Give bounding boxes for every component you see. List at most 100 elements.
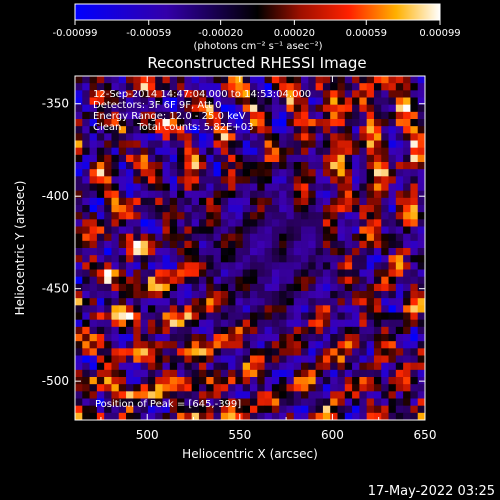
heatmap-cell	[344, 97, 353, 106]
heatmap-cell	[403, 248, 411, 256]
heatmap-cell	[104, 255, 112, 263]
heatmap-cell	[381, 248, 389, 256]
heatmap-cell	[257, 104, 265, 113]
heatmap-cell	[147, 76, 156, 84]
heatmap-cell	[140, 391, 149, 399]
heatmap-cell	[330, 233, 338, 242]
heatmap-cell	[147, 133, 156, 141]
heatmap-cell	[315, 334, 324, 342]
heatmap-cell	[89, 205, 98, 213]
heatmap-cell	[352, 369, 360, 378]
heatmap-cell	[242, 291, 251, 299]
heatmap-cell	[286, 412, 295, 421]
heatmap-cell	[184, 276, 193, 285]
heatmap-cell	[417, 111, 426, 120]
heatmap-cell	[279, 405, 287, 414]
heatmap-cell	[352, 147, 360, 156]
heatmap-cell	[286, 248, 295, 256]
heatmap-cell	[177, 269, 185, 278]
heatmap-cell	[235, 83, 244, 91]
heatmap-cell	[242, 147, 251, 156]
heatmap-cell	[301, 197, 309, 206]
heatmap-cell	[118, 162, 127, 170]
heatmap-cell	[250, 133, 258, 141]
heatmap-cell	[213, 341, 222, 349]
heatmap-cell	[96, 205, 105, 213]
heatmap-cell	[330, 362, 338, 371]
heatmap-cell	[191, 97, 200, 106]
heatmap-cell	[410, 169, 419, 177]
heatmap-cell	[111, 291, 120, 299]
heatmap-cell	[89, 162, 98, 170]
heatmap-cell	[104, 219, 112, 227]
heatmap-cell	[89, 147, 98, 156]
heatmap-cell	[286, 262, 295, 270]
heatmap-cell	[126, 76, 134, 84]
heatmap-cell	[198, 412, 207, 421]
heatmap-cell	[75, 255, 83, 263]
heatmap-cell	[301, 248, 309, 256]
colorbar-tick-label: 0.00099	[419, 28, 460, 39]
heatmap-cell	[395, 212, 404, 220]
heatmap-cell	[191, 169, 200, 177]
heatmap-cell	[403, 111, 411, 120]
heatmap-cell	[242, 111, 251, 120]
heatmap-cell	[126, 405, 134, 414]
heatmap-cell	[330, 83, 338, 91]
heatmap-cell	[104, 83, 112, 91]
heatmap-cell	[147, 205, 156, 213]
heatmap-cell	[191, 140, 200, 149]
heatmap-cell	[198, 97, 207, 106]
heatmap-cell	[264, 154, 273, 163]
heatmap-cell	[191, 377, 200, 385]
heatmap-cell	[198, 205, 207, 213]
heatmap-cell	[147, 326, 156, 335]
heatmap-cell	[286, 219, 295, 227]
heatmap-cell	[133, 355, 142, 364]
heatmap-cell	[264, 126, 273, 134]
heatmap-cell	[96, 212, 105, 220]
heatmap-cell	[315, 369, 324, 378]
heatmap-cell	[257, 334, 265, 342]
heatmap-cell	[242, 205, 251, 213]
heatmap-cell	[366, 398, 375, 407]
heatmap-cell	[388, 126, 397, 134]
heatmap-cell	[257, 190, 265, 199]
heatmap-cell	[366, 233, 375, 242]
heatmap-cell	[257, 276, 265, 285]
heatmap-cell	[147, 355, 156, 364]
heatmap-cell	[264, 319, 273, 328]
heatmap-cell	[344, 190, 353, 199]
heatmap-cell	[118, 147, 127, 156]
heatmap-cell	[359, 341, 368, 349]
heatmap-cell	[155, 226, 163, 235]
heatmap-cell	[220, 97, 229, 106]
heatmap-cell	[155, 126, 163, 134]
heatmap-cell	[177, 377, 185, 385]
heatmap-cell	[417, 348, 426, 356]
heatmap-cell	[359, 398, 368, 407]
heatmap-cell	[308, 197, 317, 206]
heatmap-cell	[403, 341, 411, 349]
heatmap-cell	[250, 126, 258, 134]
heatmap-cell	[257, 255, 265, 263]
heatmap-cell	[366, 162, 375, 170]
heatmap-cell	[381, 111, 389, 120]
heatmap-cell	[403, 183, 411, 192]
heatmap-cell	[359, 355, 368, 364]
heatmap-cell	[403, 233, 411, 242]
heatmap-cell	[388, 176, 397, 184]
heatmap-cell	[133, 248, 142, 256]
heatmap-cell	[213, 355, 222, 364]
heatmap-cell	[286, 240, 295, 249]
heatmap-cell	[213, 226, 222, 235]
heatmap-cell	[220, 341, 229, 349]
heatmap-cell	[96, 355, 105, 364]
heatmap-cell	[315, 355, 324, 364]
heatmap-cell	[213, 305, 222, 313]
heatmap-cell	[184, 147, 193, 156]
heatmap-cell	[381, 162, 389, 170]
heatmap-cell	[126, 312, 134, 321]
heatmap-cell	[155, 147, 163, 156]
heatmap-cell	[82, 355, 90, 364]
